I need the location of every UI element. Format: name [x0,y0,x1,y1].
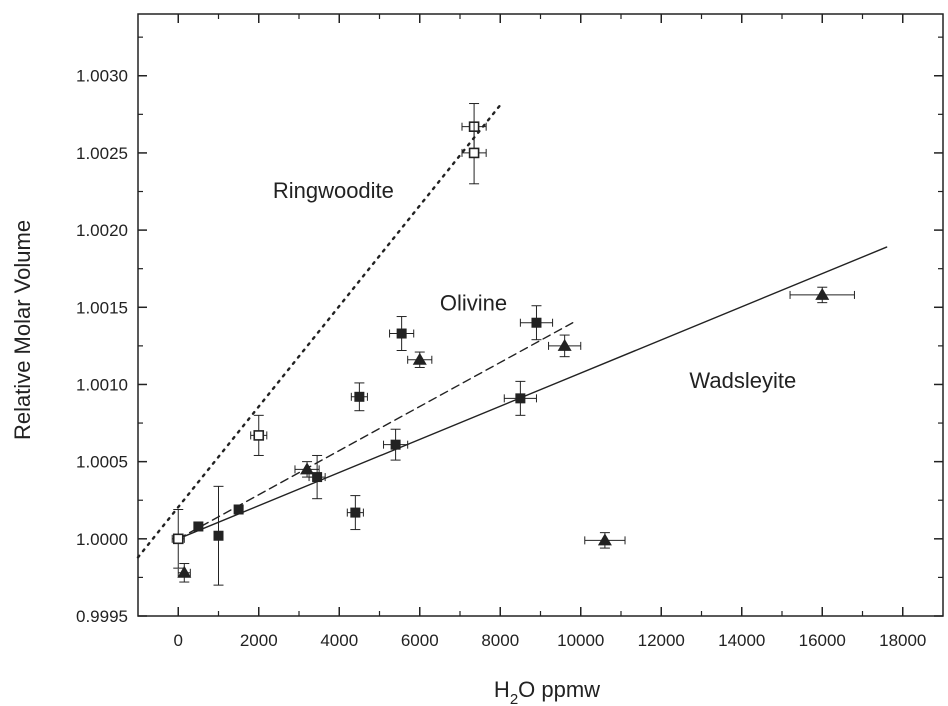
fit-lines [136,103,888,559]
data-points [171,103,855,586]
annotation-wadsleyite: Wadsleyite [689,368,796,393]
data-point-wadsleyite [789,286,855,304]
data-point-olivine [519,305,554,341]
x-axis-title-prefix: H [494,677,510,702]
marker-filled-square [193,521,204,532]
data-point-olivine [213,485,224,586]
data-point-olivine [193,521,204,532]
x-tick-label: 16000 [799,631,846,650]
plot-frame [137,13,944,617]
y-tick-label: 1.0025 [76,144,128,163]
marker-filled-square [396,328,407,339]
marker-filled-square [390,439,401,450]
y-axis-ticks: 0.9995 1.0000 1.0005 1.0010 1.0015 1.0020 1.00… [76,36,943,626]
data-point-olivine [233,504,244,515]
y-tick-label: 1.0030 [76,67,128,86]
marker-filled-triangle [412,352,427,365]
marker-filled-triangle [300,462,315,475]
y-tick-label: 1.0020 [76,221,128,240]
marker-filled-triangle [815,287,830,300]
data-point-wadsleyite [407,351,433,368]
marker-filled-square [213,530,224,541]
data-point-ringwoodite [250,414,268,456]
marker-filled-square [515,393,526,404]
x-axis-title-suffix: O ppmw [518,677,600,702]
data-point-olivine [350,382,368,412]
x-tick-label: 0 [174,631,183,650]
marker-filled-square [312,472,323,483]
x-axis-title-subscript: 2 [510,691,518,706]
fit-line-olivine [177,322,574,540]
marker-filled-square [233,504,244,515]
data-point-wadsleyite [294,461,320,478]
marker-filled-triangle [597,533,612,546]
x-tick-label: 2000 [240,631,278,650]
x-tick-label: 12000 [638,631,685,650]
marker-filled-square [354,391,365,402]
marker-open-square [253,430,265,441]
annotation-olivine: Olivine [440,291,507,316]
data-point-ringwoodite [171,508,185,569]
fit-line-ringwoodite [136,103,502,559]
marker-open-square [468,147,480,159]
marker-open-square [172,533,184,545]
x-tick-label: 4000 [320,631,358,650]
marker-filled-square [350,507,361,518]
x-tick-label: 8000 [481,631,519,650]
x-axis-title: H2O ppmw [494,677,600,706]
x-tick-label: 14000 [718,631,765,650]
y-tick-label: 1.0015 [76,298,128,317]
annotations: Ringwoodite Olivine Wadsleyite [273,178,796,393]
data-point-olivine [346,495,364,531]
data-point-olivine [389,316,415,352]
marker-filled-triangle [177,565,192,578]
marker-filled-triangle [557,338,572,351]
fit-line-wadsleyite [177,246,888,540]
y-tick-label: 1.0005 [76,453,128,472]
y-tick-label: 0.9995 [76,607,128,626]
y-axis-title: Relative Molar Volume [10,220,35,440]
data-point-wadsleyite [548,334,582,358]
marker-filled-square [531,317,542,328]
data-point-wadsleyite [177,563,192,583]
annotation-ringwoodite: Ringwoodite [273,178,394,203]
x-tick-label: 10000 [557,631,604,650]
data-point-wadsleyite [584,532,626,549]
data-point-olivine [383,428,409,461]
y-tick-label: 1.0000 [76,530,128,549]
x-axis-ticks: 0 2000 4000 6000 8000 10000 12000 14000 16000 180… [174,14,926,650]
data-point-ringwoodite [461,121,487,185]
x-tick-label: 6000 [401,631,439,650]
data-point-olivine [503,380,537,416]
y-tick-label: 1.0010 [76,375,128,394]
x-tick-label: 18000 [879,631,926,650]
